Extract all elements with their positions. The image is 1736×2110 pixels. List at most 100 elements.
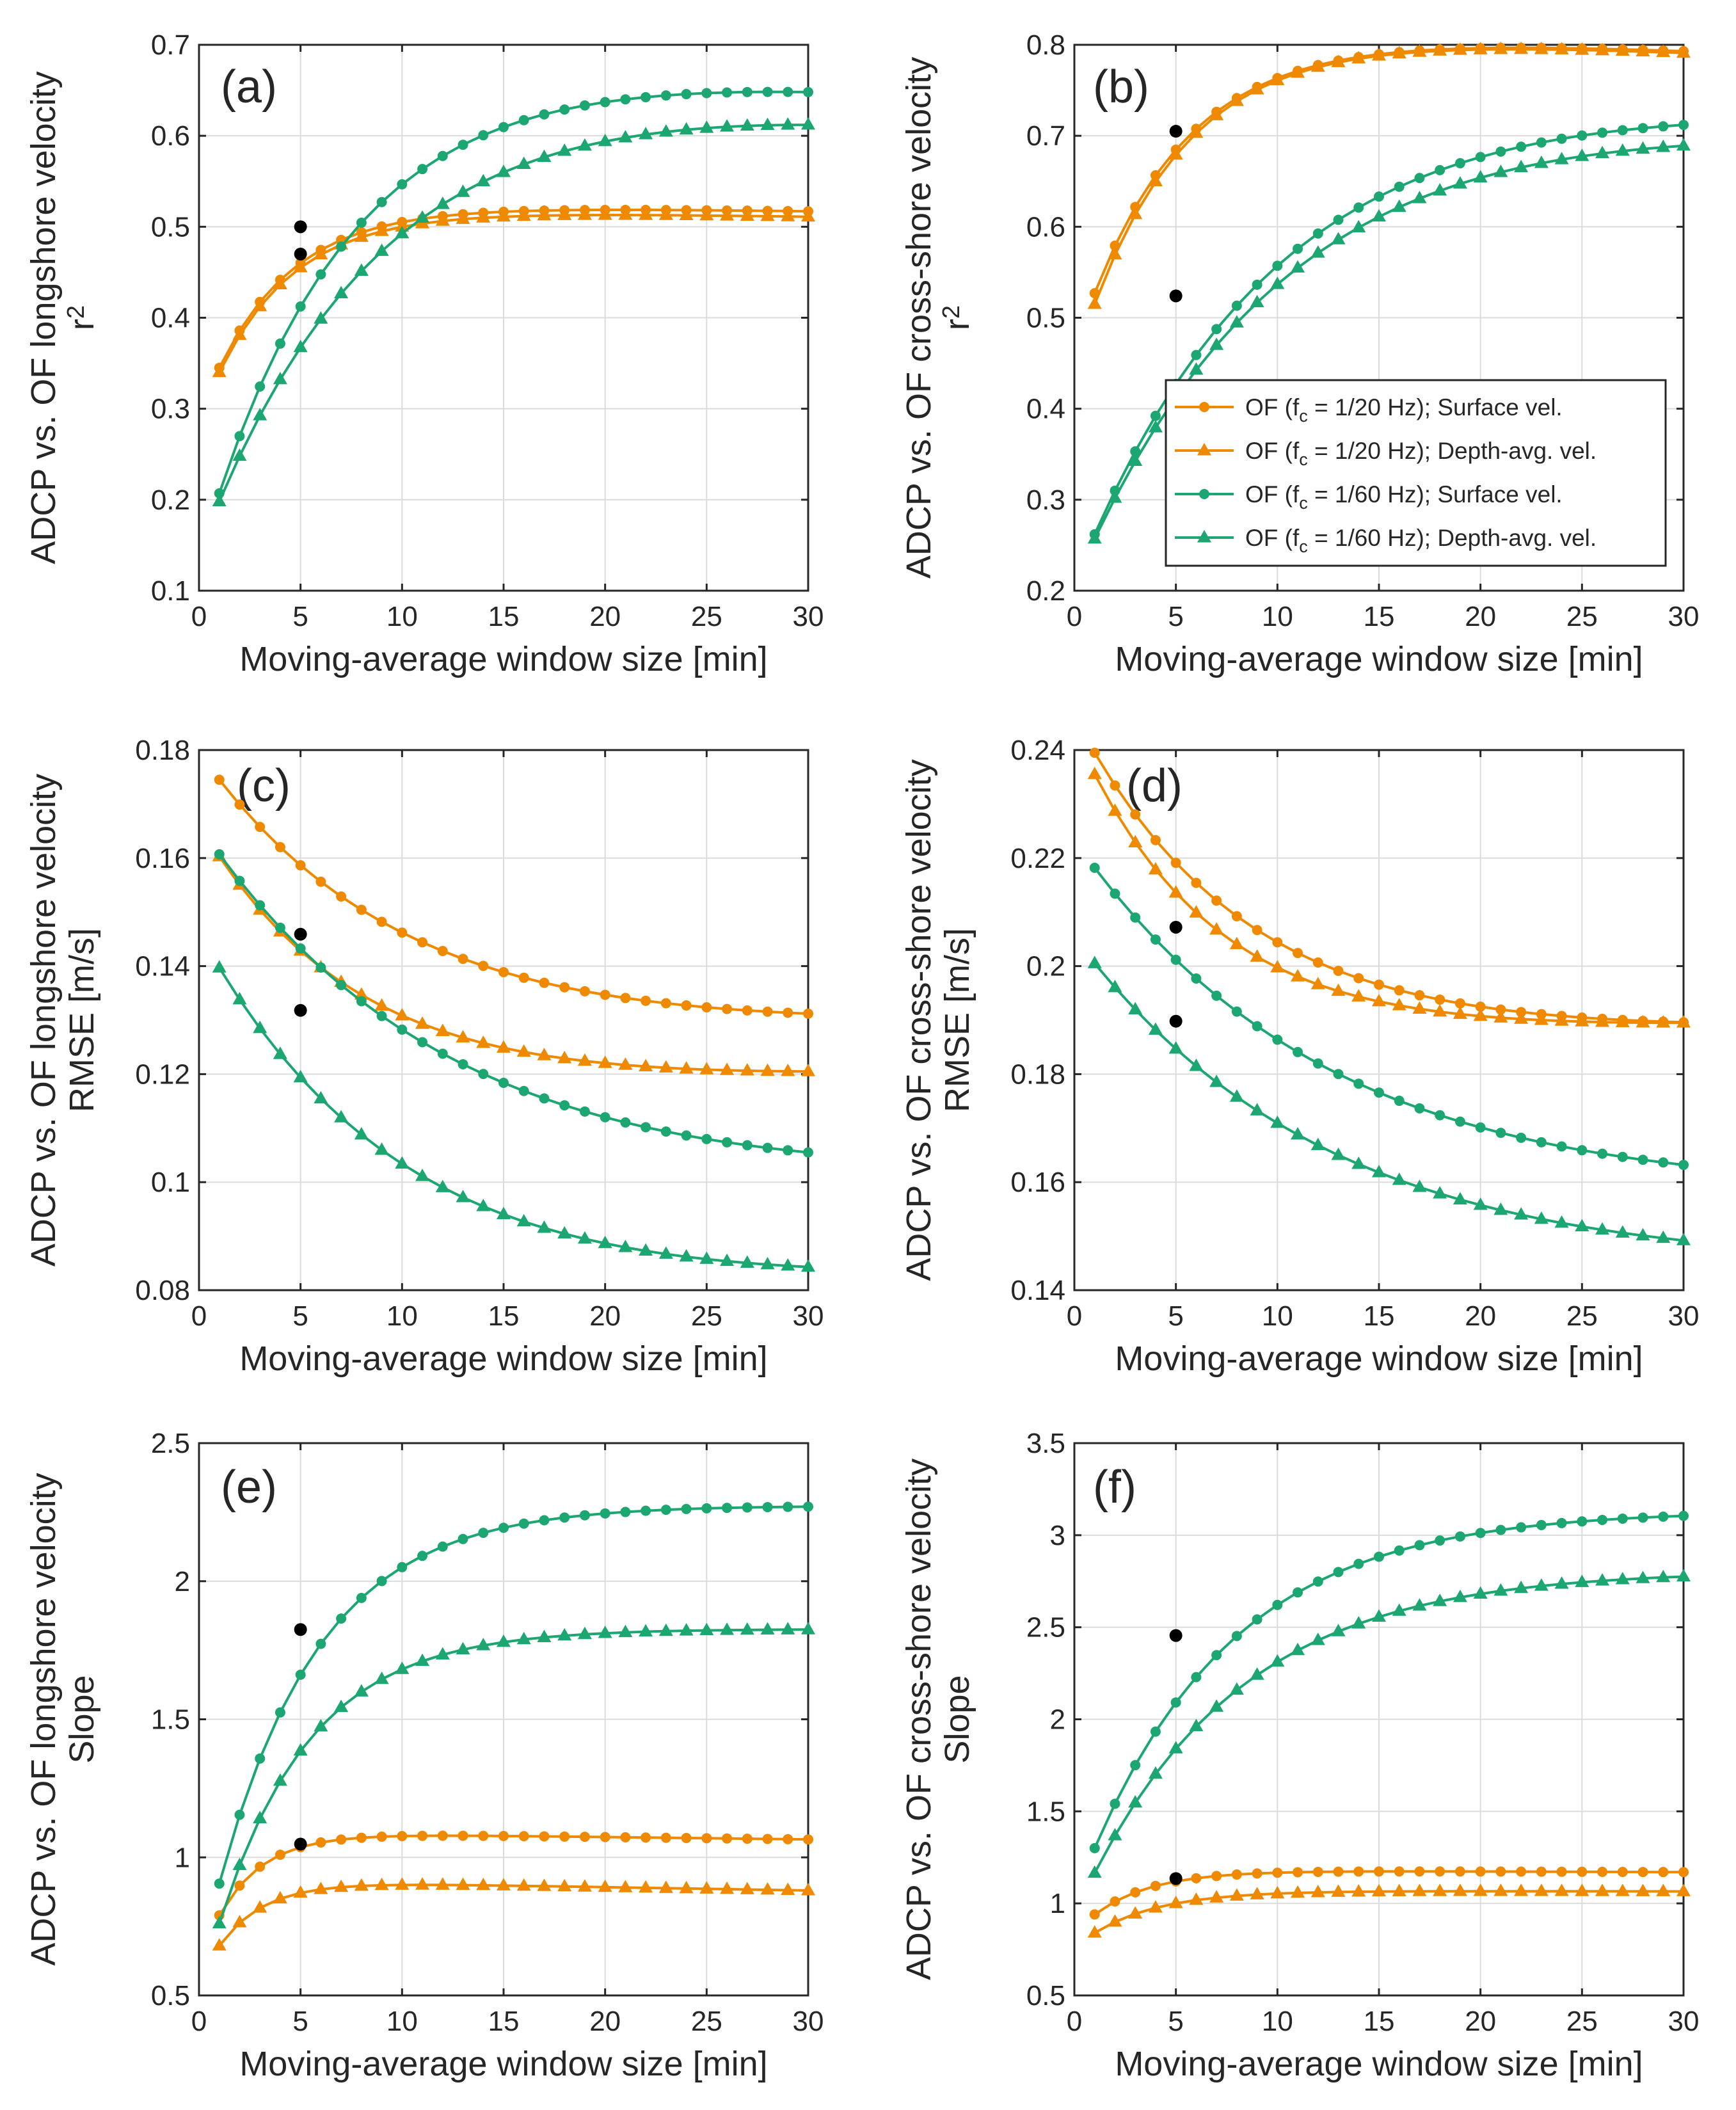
data-point [1394,985,1405,996]
data-point [1575,1574,1589,1587]
data-point [255,1861,266,1872]
legend-marker [1197,443,1212,456]
y-tick-label: 0.1 [151,575,190,607]
data-point [1250,1103,1264,1115]
data-point [498,1830,509,1841]
data-point [1433,1594,1447,1606]
data-point [760,1063,775,1076]
data-point [537,1048,552,1060]
data-point [559,104,570,115]
data-point [1433,1003,1447,1017]
data-point [496,164,511,177]
data-point [720,208,735,221]
legend-marker [1199,402,1209,412]
data-point [1516,1132,1527,1143]
y-tick-label: 1.5 [151,1704,190,1736]
data-point [803,1834,813,1845]
series-2 [1087,1883,1691,1938]
highlight-point [1169,125,1183,138]
data-point [660,1832,671,1843]
data-point [1577,1516,1588,1527]
data-point [1211,1650,1222,1661]
y-tick-label: 0.14 [135,951,190,982]
data-point [1433,1883,1447,1896]
data-point [1514,1580,1529,1594]
data-point [557,207,572,220]
data-point [1333,1567,1344,1578]
data-point [315,1837,326,1848]
data-point [1333,214,1344,225]
data-point [1493,42,1508,54]
data-point [1676,1015,1691,1028]
data-point [397,179,408,189]
data-point [1676,1883,1691,1896]
data-point [273,371,287,385]
data-point [639,127,653,140]
data-point [539,977,550,988]
data-point [1312,1576,1323,1587]
data-point [559,1512,570,1523]
data-point [1636,1571,1650,1583]
data-point [478,1069,489,1080]
data-point [476,173,491,187]
data-point [435,1877,450,1890]
data-point [1252,1614,1262,1625]
y-tick-label: 2 [175,1566,190,1597]
data-point [1617,1866,1628,1877]
y-tick-label: 0.18 [135,735,190,766]
data-point [539,1831,550,1842]
data-point [1270,72,1285,86]
series-3 [214,849,813,1158]
data-point [742,1140,753,1151]
data-point [577,1879,592,1892]
data-point [1353,1866,1364,1877]
data-point [740,1255,754,1268]
highlight-point [294,1623,307,1636]
y-tick-label: 1 [1050,1888,1065,1919]
data-point [641,1505,651,1516]
data-point [232,448,247,461]
data-point [781,1882,795,1895]
x-axis-label: Moving-average window size [min] [239,2045,767,2083]
data-point [1128,206,1143,220]
data-point [212,1915,227,1929]
data-point [1617,125,1628,136]
series-line [218,779,809,1015]
data-point [579,1106,590,1117]
data-point [1554,1883,1569,1896]
x-tick-label: 5 [1168,1300,1183,1332]
data-point [781,1258,795,1271]
data-point [395,225,410,239]
data-point [1534,42,1549,54]
y-axis-label-line1: ADCP vs. OF cross-shore velocity [900,57,938,579]
x-tick-label: 0 [1067,1300,1082,1332]
x-tick-label: 30 [1668,1300,1700,1332]
data-point [1293,1867,1303,1878]
data-point [214,774,225,785]
data-point [1170,858,1181,868]
data-point [1636,1227,1650,1241]
highlight-point [294,220,307,234]
data-point [1475,1866,1486,1877]
highlight-point [1169,1629,1183,1642]
data-point [1168,885,1183,898]
data-point [1272,260,1283,271]
data-point [1130,1887,1141,1898]
data-point [1108,490,1122,503]
data-point [476,1638,491,1650]
data-point [598,1055,612,1068]
data-point [374,1142,389,1155]
y-axis-label-line1: ADCP vs. OF longshore velocity [24,71,63,564]
data-point [720,1622,735,1635]
data-point [1170,954,1181,965]
data-point [1534,156,1549,168]
data-point [1676,1233,1691,1245]
data-point [1291,260,1305,273]
data-point [334,285,349,299]
data-point [1514,1883,1529,1896]
data-point [699,1881,714,1894]
data-point [1514,1207,1529,1220]
data-point [720,119,735,132]
data-point [1168,1741,1183,1754]
data-point [1148,1022,1163,1035]
